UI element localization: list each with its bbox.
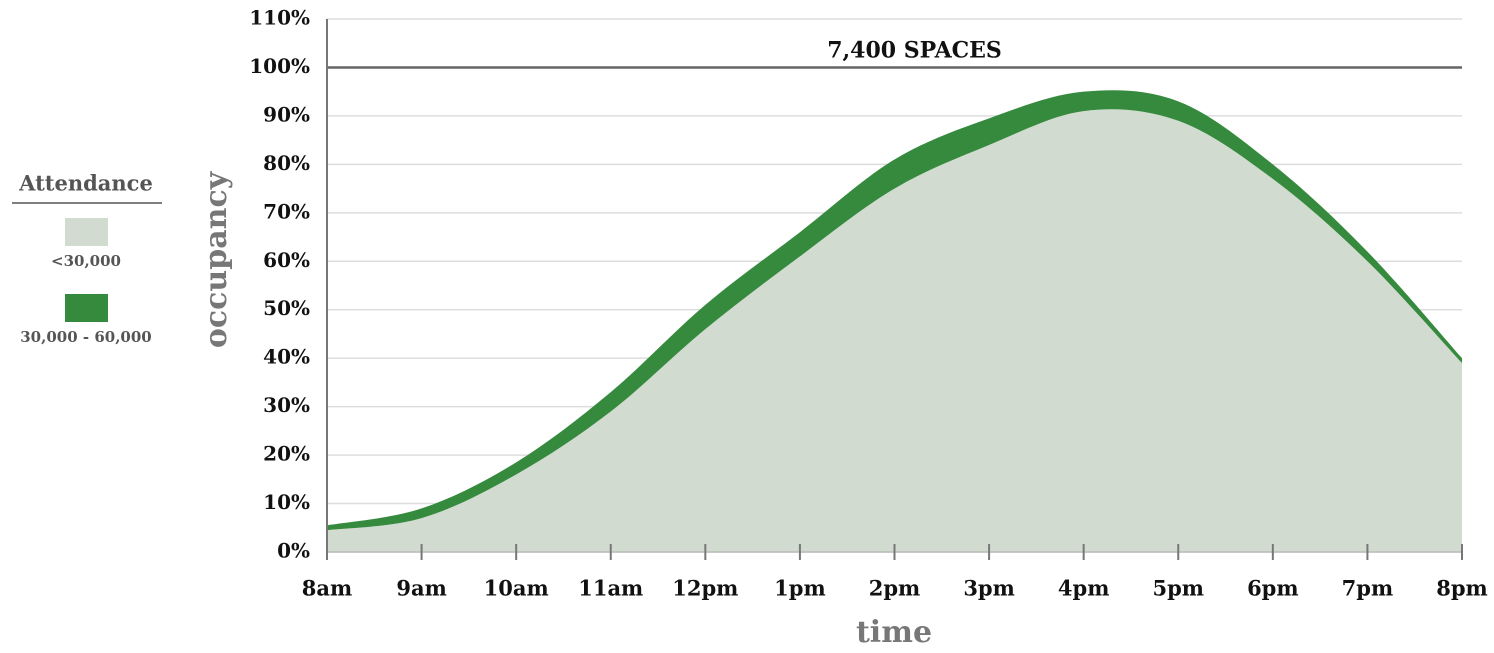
x-tick-label: 5pm	[1152, 576, 1204, 601]
x-tick-label: 3pm	[963, 576, 1015, 601]
legend-label: <30,000	[51, 252, 121, 270]
x-tick-label: 8am	[302, 576, 352, 601]
legend-title: Attendance	[18, 171, 153, 196]
y-tick-label: 100%	[249, 54, 310, 78]
y-tick-label: 50%	[263, 296, 310, 320]
y-tick-label: 0%	[277, 539, 310, 563]
x-tick-label: 7pm	[1342, 576, 1394, 601]
legend-swatch	[65, 294, 108, 322]
x-tick-label: 10am	[484, 576, 549, 601]
y-tick-label: 110%	[249, 6, 310, 30]
legend-label: 30,000 - 60,000	[20, 328, 151, 346]
y-tick-label: 10%	[263, 490, 310, 514]
y-tick-label: 30%	[263, 393, 310, 417]
y-tick-label: 70%	[263, 199, 310, 223]
y-tick-label: 60%	[263, 248, 310, 272]
x-tick-label: 4pm	[1058, 576, 1110, 601]
x-tick-label: 1pm	[774, 576, 826, 601]
area	[327, 109, 1462, 553]
x-tick-label: 9am	[396, 576, 446, 601]
y-axis-label: occupancy	[199, 170, 234, 348]
x-tick-label: 2pm	[869, 576, 921, 601]
x-tick-label: 11am	[578, 576, 643, 601]
y-tick-label: 40%	[263, 345, 310, 369]
y-tick-label: 20%	[263, 442, 310, 466]
y-tick-label: 90%	[263, 102, 310, 126]
x-axis-label: time	[856, 615, 932, 650]
x-tick-label: 8pm	[1436, 576, 1488, 601]
area	[327, 90, 1462, 531]
reference-label: 7,400 SPACES	[827, 37, 1002, 63]
legend-swatch	[65, 218, 108, 246]
y-tick-label: 80%	[263, 151, 310, 175]
x-tick-label: 6pm	[1247, 576, 1299, 601]
x-tick-label: 12pm	[672, 576, 738, 601]
